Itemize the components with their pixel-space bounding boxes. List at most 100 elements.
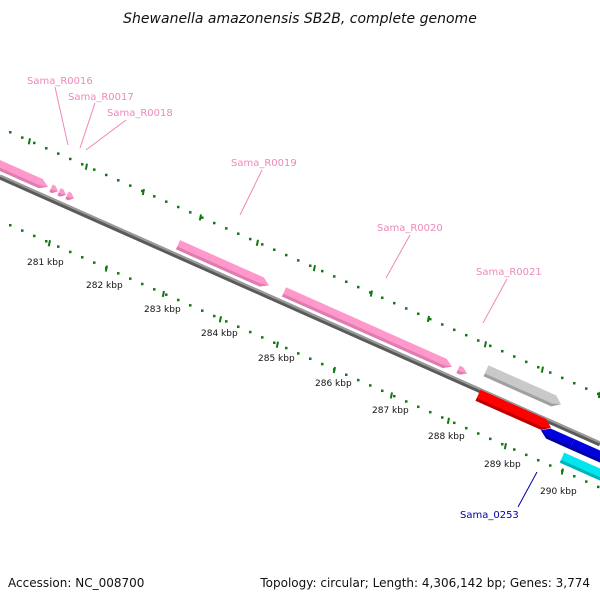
label-leader-lines bbox=[54, 86, 538, 508]
outer-guide-dot bbox=[237, 232, 240, 235]
gene-arrow-sama-r0019 bbox=[175, 240, 270, 287]
inner-tick bbox=[47, 240, 51, 247]
inner-guide-dot bbox=[345, 373, 348, 377]
gene-arrow-sama-r0018 bbox=[65, 191, 75, 201]
outer-guide-dot bbox=[57, 152, 60, 155]
outer-guide-dot bbox=[81, 163, 84, 166]
tick-label-286: 286 kbp bbox=[315, 379, 352, 389]
inner-guide-dot bbox=[129, 277, 132, 280]
inner-guide-dot bbox=[33, 234, 36, 238]
outer-guide-dot bbox=[597, 392, 600, 396]
outer-guide-dot bbox=[45, 147, 48, 150]
inner-guide-dot bbox=[237, 325, 240, 328]
leader-sama-0253 bbox=[517, 471, 538, 508]
leader-sama-r0019 bbox=[239, 169, 263, 216]
gene-label-sama-r0020[interactable]: Sama_R0020 bbox=[377, 223, 443, 234]
gene-arrow-sama-r0017 bbox=[57, 188, 67, 197]
inner-guide-dot bbox=[21, 229, 24, 232]
gene-arrow-gray bbox=[483, 365, 561, 407]
inner-guide-dot bbox=[213, 314, 216, 318]
outer-guide-dot bbox=[129, 184, 132, 187]
inner-guide-dot bbox=[249, 330, 252, 334]
leader-sama-r0020 bbox=[385, 234, 411, 279]
inner-guide-dot bbox=[549, 464, 552, 467]
gene-arrow-blue-body bbox=[569, 439, 600, 468]
outer-guide-dot bbox=[369, 291, 372, 294]
outer-guide-dot bbox=[69, 157, 72, 161]
tick-label-283: 283 kbp bbox=[144, 305, 181, 315]
gene-label-sama-r0019[interactable]: Sama_R0019 bbox=[231, 158, 297, 169]
outer-guide-dot bbox=[33, 141, 36, 145]
genome-summary-text: Topology: circular; Length: 4,306,142 bp… bbox=[259, 576, 590, 590]
outer-guide-dot bbox=[429, 317, 432, 321]
gene-arrow-blue-reverse-body bbox=[541, 428, 575, 450]
gene-arrow-cyan-body bbox=[559, 452, 600, 486]
outer-tick bbox=[426, 315, 430, 323]
inner-guide-dot bbox=[369, 384, 372, 387]
outer-tick bbox=[369, 290, 373, 297]
outer-guide-dot bbox=[381, 296, 384, 300]
outer-guide-dot bbox=[117, 179, 120, 182]
outer-guide-dot bbox=[537, 365, 540, 369]
tick-label-287: 287 kbp bbox=[372, 406, 409, 416]
gene-label-sama-r0018[interactable]: Sama_R0018 bbox=[107, 108, 173, 119]
outer-guide-dot bbox=[189, 211, 192, 214]
outer-tick bbox=[84, 163, 88, 170]
inner-guide-dot bbox=[177, 298, 180, 302]
inner-guide-dot bbox=[57, 245, 60, 248]
outer-guide-dot bbox=[345, 280, 348, 284]
inner-tick bbox=[104, 265, 108, 272]
inner-guide-dot bbox=[81, 256, 84, 259]
outer-tick bbox=[255, 239, 259, 247]
outer-guide-dot bbox=[297, 259, 300, 262]
gene-arrow-pre-shade bbox=[0, 162, 48, 189]
outer-guide-dot bbox=[549, 371, 552, 374]
outer-guide-dot bbox=[525, 360, 528, 364]
gene-arrow-sama-r0021-shade bbox=[456, 370, 467, 375]
inner-guide-dot bbox=[405, 400, 408, 403]
gene-label-sama-0253[interactable]: Sama_0253 bbox=[460, 510, 519, 521]
inner-guide-dot bbox=[9, 224, 12, 227]
genome-backbone bbox=[0, 174, 600, 444]
inner-guide-dot bbox=[309, 357, 312, 361]
outer-guide-dot bbox=[573, 381, 576, 385]
gene-label-sama-r0016[interactable]: Sama_R0016 bbox=[27, 76, 93, 87]
tick-label-282: 282 kbp bbox=[86, 281, 123, 291]
inner-guide-dot bbox=[45, 240, 48, 243]
inner-guide-dot bbox=[69, 250, 72, 254]
inner-guide-dot bbox=[261, 336, 264, 339]
inner-tick bbox=[275, 341, 279, 348]
inner-guide-dot bbox=[465, 426, 468, 430]
gene-label-sama-r0021[interactable]: Sama_R0021 bbox=[476, 267, 542, 278]
gene-arrow-sama-r0017-shade bbox=[57, 192, 67, 197]
outer-guide-dot bbox=[489, 344, 492, 348]
outer-guide-dot bbox=[417, 312, 420, 316]
outer-tick bbox=[198, 214, 202, 221]
gene-arrow-sama-r0019-body bbox=[175, 240, 270, 287]
inner-guide-dot bbox=[225, 320, 228, 323]
gene-arrow-sama-r0016 bbox=[49, 184, 59, 194]
leader-sama-r0018 bbox=[85, 119, 127, 151]
outer-tick bbox=[483, 341, 487, 348]
inner-tick bbox=[503, 442, 507, 450]
gene-arrow-pre-body bbox=[0, 156, 48, 189]
outer-guide-dot bbox=[141, 189, 144, 193]
inner-guide-dot bbox=[357, 378, 360, 382]
inner-guide-dot bbox=[441, 416, 444, 419]
inner-guide-dot bbox=[501, 442, 504, 446]
gene-label-sama-r0017[interactable]: Sama_R0017 bbox=[68, 92, 134, 103]
outer-tick bbox=[540, 366, 544, 373]
outer-guide-dot bbox=[393, 301, 396, 305]
outer-guide-dot bbox=[93, 168, 96, 171]
gene-arrow-blue-reverse bbox=[541, 428, 575, 450]
outer-guide-dot bbox=[153, 195, 156, 198]
inner-guide-dot bbox=[429, 410, 432, 414]
inner-guide-dot bbox=[393, 394, 396, 398]
inner-tick bbox=[161, 290, 165, 298]
inner-dotted-guide bbox=[9, 224, 600, 489]
leader-sama-r0016 bbox=[54, 86, 69, 146]
outer-tick bbox=[27, 138, 31, 145]
tick-label-290: 290 kbp bbox=[540, 487, 577, 497]
gene-arrow-sama-r0016-shade bbox=[49, 189, 59, 194]
outer-guide-dot bbox=[249, 237, 252, 241]
